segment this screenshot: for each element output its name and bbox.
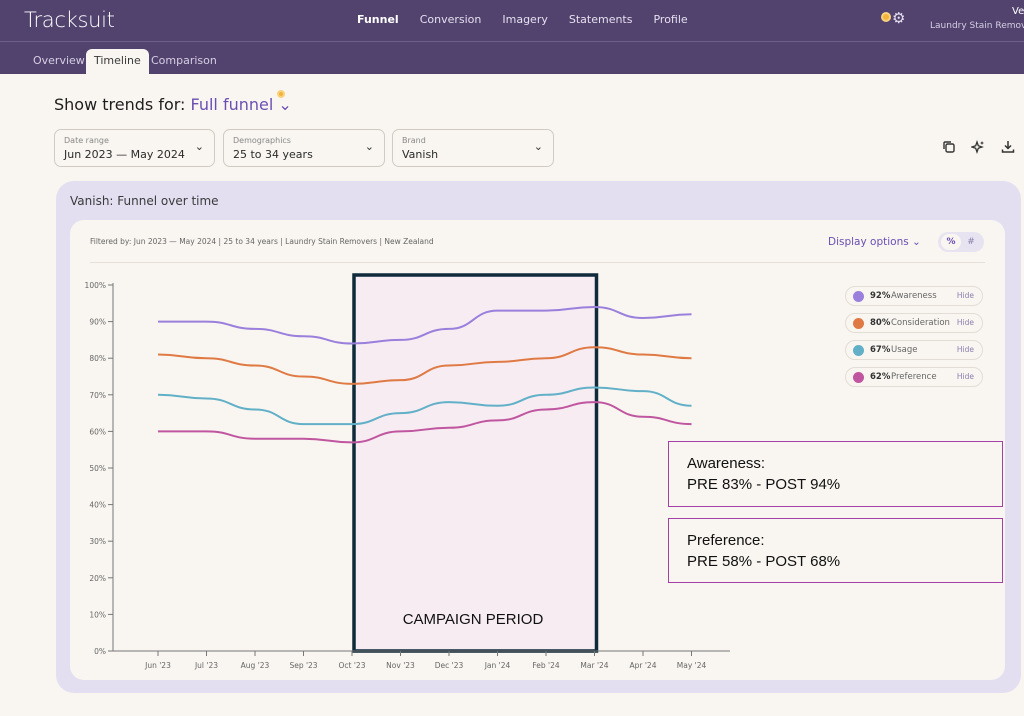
nav-imagery[interactable]: Imagery bbox=[502, 13, 548, 26]
annotation-title: Awareness: bbox=[687, 455, 766, 472]
brand-label: Brand bbox=[402, 136, 426, 145]
nav-statements[interactable]: Statements bbox=[568, 13, 633, 26]
tab-comparison[interactable]: Comparison bbox=[151, 54, 217, 67]
hide-usage-button[interactable]: Hide bbox=[956, 345, 974, 354]
toggle-number[interactable]: # bbox=[967, 237, 975, 247]
legend-item-preference: 62% Preference Hide bbox=[845, 367, 983, 387]
nav-conversion[interactable]: Conversion bbox=[419, 13, 482, 26]
legend-name: Usage bbox=[891, 345, 918, 355]
legend-dot-icon bbox=[853, 372, 864, 383]
trend-prefix: Show trends for: bbox=[54, 95, 191, 114]
nav-profile[interactable]: Profile bbox=[653, 13, 688, 26]
demographics-label: Demographics bbox=[233, 136, 291, 145]
filtered-by-text: Filtered by: Jun 2023 — May 2024 | 25 to… bbox=[90, 237, 434, 246]
legend-dot-icon bbox=[853, 318, 864, 329]
sub-navigation-bar: Overview Timeline Comparison bbox=[0, 42, 1024, 74]
percent-number-toggle[interactable]: % # bbox=[938, 232, 984, 252]
demographics-dropdown[interactable]: Demographics 25 to 34 years ⌄ bbox=[223, 129, 385, 167]
chevron-down-icon: ⌄ bbox=[194, 140, 204, 153]
tab-timeline[interactable]: Timeline bbox=[86, 49, 149, 74]
display-options-button[interactable]: Display options ⌄ bbox=[828, 236, 921, 248]
notification-dot-icon[interactable] bbox=[881, 12, 891, 22]
legend-dot-icon bbox=[853, 345, 864, 356]
campaign-period-label: CAMPAIGN PERIOD bbox=[402, 611, 544, 628]
legend-pct: 67% bbox=[870, 345, 891, 355]
gear-icon[interactable]: ⚙ bbox=[892, 9, 906, 27]
card-title: Vanish: Funnel over time bbox=[70, 194, 219, 208]
account-category[interactable]: Laundry Stain Remov... bbox=[930, 21, 1024, 31]
trend-heading: Show trends for: Full funnel ⌄ bbox=[54, 95, 292, 114]
legend-dot-icon bbox=[853, 291, 864, 302]
demographics-value: 25 to 34 years bbox=[233, 148, 313, 161]
brand-dropdown[interactable]: Brand Vanish ⌄ bbox=[392, 129, 554, 167]
awareness-annotation: Awareness: PRE 83% - POST 94% bbox=[668, 441, 1003, 507]
account-name[interactable]: Ve bbox=[1012, 6, 1024, 17]
date-range-dropdown[interactable]: Date range Jun 2023 — May 2024 ⌄ bbox=[54, 129, 215, 167]
main-nav: Funnel Conversion Imagery Statements Pro… bbox=[357, 13, 688, 26]
annotation-title: Preference: bbox=[687, 532, 765, 549]
divider bbox=[90, 262, 985, 263]
date-range-value: Jun 2023 — May 2024 bbox=[64, 148, 185, 161]
legend-pct: 92% bbox=[870, 291, 891, 301]
notification-dot-icon bbox=[277, 90, 285, 98]
legend-pct: 80% bbox=[870, 318, 891, 328]
toggle-percent[interactable]: % bbox=[941, 234, 961, 250]
top-navigation-bar: Tracksuit Funnel Conversion Imagery Stat… bbox=[0, 0, 1024, 42]
trend-selector[interactable]: Full funnel bbox=[190, 95, 274, 114]
date-range-label: Date range bbox=[64, 136, 109, 145]
chevron-down-icon: ⌄ bbox=[533, 140, 543, 153]
copy-icon[interactable] bbox=[940, 140, 958, 158]
tracksuit-logo[interactable]: Tracksuit bbox=[24, 8, 115, 32]
legend-item-awareness: 92% Awareness Hide bbox=[845, 286, 983, 306]
hide-awareness-button[interactable]: Hide bbox=[956, 291, 974, 300]
legend-item-consideration: 80% Consideration Hide bbox=[845, 313, 983, 333]
legend-name: Awareness bbox=[891, 291, 937, 301]
tab-overview[interactable]: Overview bbox=[33, 54, 85, 67]
chevron-down-icon[interactable]: ⌄ bbox=[278, 95, 292, 114]
brand-value: Vanish bbox=[402, 148, 439, 161]
legend-pct: 62% bbox=[870, 372, 891, 382]
nav-funnel[interactable]: Funnel bbox=[357, 13, 399, 26]
legend-item-usage: 67% Usage Hide bbox=[845, 340, 983, 360]
legend-name: Preference bbox=[891, 372, 937, 382]
annotation-text: PRE 83% - POST 94% bbox=[687, 476, 841, 493]
chevron-down-icon: ⌄ bbox=[364, 140, 374, 153]
sparkle-icon[interactable] bbox=[969, 140, 987, 158]
annotation-text: PRE 58% - POST 68% bbox=[687, 553, 841, 570]
preference-annotation: Preference: PRE 58% - POST 68% bbox=[668, 518, 1003, 583]
hide-preference-button[interactable]: Hide bbox=[956, 372, 974, 381]
download-icon[interactable] bbox=[999, 140, 1017, 158]
hide-consideration-button[interactable]: Hide bbox=[956, 318, 974, 327]
legend-name: Consideration bbox=[891, 318, 950, 328]
